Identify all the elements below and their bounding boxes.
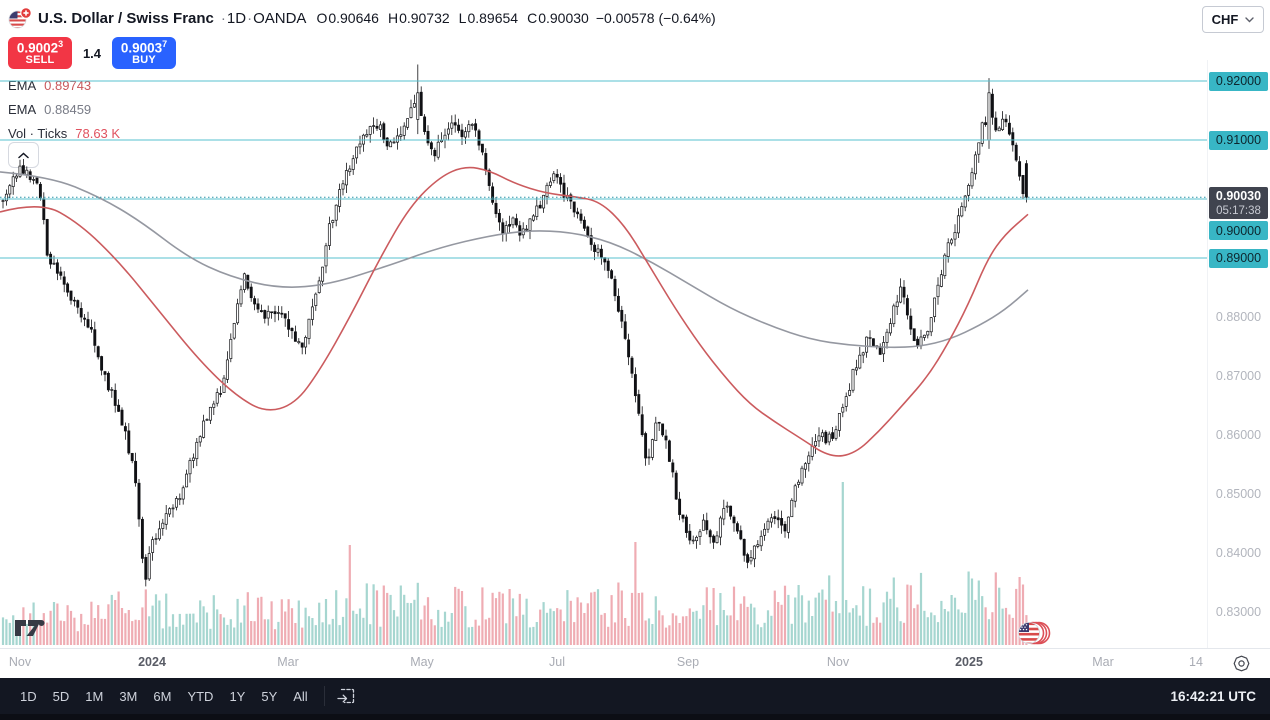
legend-value: 0.88459 [44,101,92,117]
window-bottom-strip [0,714,1270,720]
range-button-1d[interactable]: 1D [20,688,37,704]
ema-slow-line [0,171,1029,349]
legend-row-3[interactable]: Vol · Ticks 78.63 K [8,121,120,145]
price-level-badge: 0.90000 [1209,221,1268,240]
tradingview-logo[interactable] [14,612,46,643]
spread-value: 1.4 [82,45,102,61]
ohlc-h: H 0.90732 [387,10,450,26]
symbol-watermark-flags [1014,618,1054,653]
time-axis-label: Nov [826,655,850,669]
legend-label: EMA [8,101,37,117]
time-axis-label: Sep [676,655,700,669]
horizontal-levels [0,80,1207,259]
ohlc-l: L 0.89654 [458,10,519,26]
price-axis-label: 0.86000 [1215,428,1262,442]
price-level-badge: 0.92000 [1209,71,1268,91]
range-button-ytd[interactable]: YTD [187,688,214,704]
current-price-badge: 0.90030 05:17:38 [1209,187,1268,219]
candles [1,64,1028,587]
buy-button[interactable]: 0.90037 BUY [112,37,176,69]
time-axis-label: 2024 [138,655,166,669]
toolbar-separator [323,686,325,706]
price-axis-label: 0.84000 [1215,546,1262,560]
go-to-date-button[interactable] [333,683,359,709]
chevron-down-icon [1245,16,1255,22]
calendar-goto-icon [337,688,355,703]
axis-settings-gear-icon[interactable] [1231,653,1251,673]
range-button-6m[interactable]: 6M [153,688,172,704]
legend-value: 78.63 K [75,125,121,141]
range-button-5y[interactable]: 5Y [261,688,278,704]
price-axis-label: 0.83000 [1215,605,1262,619]
time-axis-label: 14 [1189,655,1203,669]
range-button-5d[interactable]: 5D [52,688,70,704]
price-axis-label: 0.88000 [1215,310,1262,324]
price-level-badge: 0.91000 [1209,130,1268,150]
ohlc-c: C 0.90030 [527,10,589,26]
time-axis-label: May [410,655,434,669]
range-button-all[interactable]: All [293,688,308,704]
symbol-header: U.S. Dollar / Swiss Franc ·1D·OANDA O 0.9… [8,5,716,31]
utc-clock[interactable]: 16:42:21 UTC [1170,688,1256,704]
bar-close-countdown: 05:17:38 [1216,205,1261,217]
range-button-3m[interactable]: 3M [119,688,138,704]
chevron-up-icon [18,151,29,158]
legend-row-2[interactable]: EMA 0.88459 [8,97,120,121]
price-axis-label: 0.87000 [1215,369,1262,383]
time-axis-label: Mar [277,655,299,669]
time-axis[interactable]: Nov 2024 Mar May Jul Sep Nov 2025 Mar 14 [0,648,1270,679]
sell-button[interactable]: 0.90023 SELL [8,37,72,69]
ohlc-o: O 0.90646 [316,10,379,26]
currency-label: CHF [1211,12,1239,27]
current-price-value: 0.90030 [1215,189,1262,203]
trade-panel: 0.90023 SELL 1.4 0.90037 BUY [8,37,176,69]
symbol-title[interactable]: U.S. Dollar / Swiss Franc [38,9,214,27]
price-change: −0.00578 (−0.64%) [595,10,716,26]
ohlc-values: O 0.90646 H 0.90732 L 0.89654 C 0.90030 [316,10,588,26]
price-axis[interactable]: 0.92000 0.91000 0.90000 0.89000 0.88000 0.870… [1207,60,1270,648]
price-axis-label: 0.85000 [1215,487,1262,501]
ema-lines [0,166,1029,457]
range-button-1y[interactable]: 1Y [229,688,246,704]
time-axis-label: Nov [8,655,32,669]
time-axis-label: Mar [1092,655,1114,669]
currency-dropdown[interactable]: CHF [1202,6,1264,33]
time-axis-label: Jul [549,655,565,669]
usdchf-pair-flag-icon [8,7,32,29]
range-button-1m[interactable]: 1M [85,688,104,704]
price-level-badge: 0.89000 [1209,248,1268,268]
ema-fast-line [0,166,1029,457]
legend-label: Vol · Ticks [8,125,68,141]
volume-bars [1,482,1028,645]
price-chart[interactable] [0,60,1207,648]
time-axis-label: 2025 [955,655,983,669]
interval-exchange[interactable]: ·1D·OANDA [220,9,307,27]
bottom-toolbar: 1D 5D 1M 3M 6M YTD 1Y 5Y All 16:42:21 UTC [0,678,1270,714]
